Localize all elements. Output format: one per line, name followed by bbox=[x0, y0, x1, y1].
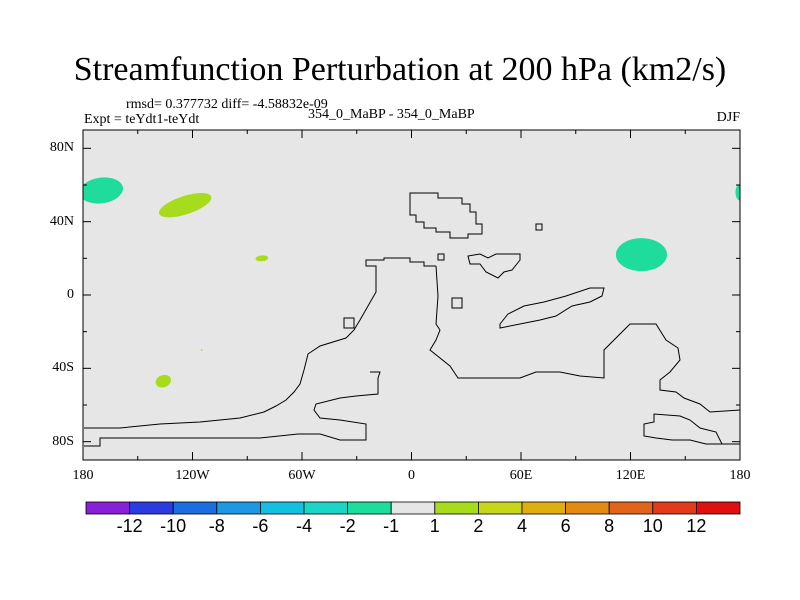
colorbar-label: 10 bbox=[642, 516, 663, 536]
x-tick-label: 180 bbox=[72, 468, 94, 483]
colorbar-label: -4 bbox=[295, 516, 312, 536]
stats-label: rmsd= 0.377732 diff= -4.58832e-09 bbox=[126, 97, 328, 112]
colorbar-label: 2 bbox=[473, 516, 484, 536]
anomaly-region-5 bbox=[155, 374, 171, 388]
colorbar-swatch bbox=[390, 501, 436, 515]
anomaly-region-2 bbox=[159, 193, 212, 218]
colorbar-label: 1 bbox=[429, 516, 440, 536]
y-tick-label: 40S bbox=[52, 360, 74, 376]
colorbar-swatch bbox=[652, 501, 697, 515]
anomaly-region-6 bbox=[615, 238, 667, 272]
colorbar-label: 6 bbox=[560, 516, 571, 536]
experiment-label: Expt = teYdt1-teYdt bbox=[84, 112, 200, 127]
colorbar-label: 4 bbox=[516, 516, 527, 536]
coastline-layer bbox=[84, 192, 741, 447]
x-tick-label: 120W bbox=[175, 468, 210, 483]
x-tick-label: 120E bbox=[615, 468, 646, 483]
y-tick-label: 80N bbox=[49, 140, 74, 156]
plot-background bbox=[83, 130, 740, 460]
colorbar-label: -12 bbox=[116, 516, 143, 536]
x-tick-label: 0 bbox=[408, 468, 415, 483]
anomaly-layer bbox=[83, 177, 740, 388]
anomaly-region-1 bbox=[83, 177, 124, 204]
colorbar-swatch bbox=[129, 501, 174, 515]
colorbar-swatch bbox=[259, 501, 305, 515]
y-tick-label: 40N bbox=[49, 213, 74, 229]
coastline-arabia bbox=[467, 253, 521, 279]
coastline-south-america bbox=[429, 265, 741, 413]
coastline-island-3 bbox=[535, 223, 543, 231]
colorbar-swatch bbox=[608, 501, 654, 515]
colorbar-label: -10 bbox=[160, 516, 187, 536]
tick-marks bbox=[82, 130, 741, 460]
colorbar-swatch bbox=[565, 501, 610, 515]
colorbar-label: 12 bbox=[686, 516, 707, 536]
colorbar-swatch bbox=[303, 501, 348, 515]
coastline-north-america bbox=[409, 192, 483, 239]
coastline-antarctica bbox=[84, 371, 381, 447]
colorbar-label: -1 bbox=[383, 516, 400, 536]
colorbar-swatch bbox=[434, 501, 479, 515]
colorbar-label: -6 bbox=[252, 516, 269, 536]
y-tick-label: 80S bbox=[52, 433, 74, 449]
x-tick-label: 60W bbox=[288, 468, 316, 483]
anomaly-region-4 bbox=[200, 349, 203, 351]
coastline-island-2 bbox=[343, 317, 355, 329]
coastline-antarctica-east bbox=[643, 413, 740, 445]
coastline-africa bbox=[84, 257, 436, 429]
colorbar-swatch bbox=[521, 501, 566, 515]
coastline-island-1 bbox=[451, 297, 463, 309]
run-label: 354_0_MaBP - 354_0_MaBP bbox=[308, 107, 475, 122]
coastline-africa-east bbox=[499, 287, 605, 329]
colorbar-swatch bbox=[347, 501, 392, 515]
colorbar-swatch bbox=[216, 501, 261, 515]
colorbar bbox=[85, 501, 741, 515]
colorbar-swatch bbox=[696, 501, 741, 515]
anomaly-region-7 bbox=[735, 184, 740, 201]
colorbar-label: -8 bbox=[208, 516, 225, 536]
colorbar-swatch bbox=[85, 501, 130, 515]
y-tick-label: 0 bbox=[67, 287, 74, 302]
colorbar-label: -2 bbox=[339, 516, 356, 536]
colorbar-label: 8 bbox=[604, 516, 615, 536]
season-label: DJF bbox=[716, 110, 740, 125]
coastline-island-4 bbox=[437, 253, 445, 261]
chart-title: Streamfunction Perturbation at 200 hPa (… bbox=[73, 51, 727, 88]
colorbar-swatch bbox=[477, 501, 523, 515]
anomaly-region-3 bbox=[255, 255, 269, 262]
x-tick-label: 180 bbox=[729, 468, 751, 483]
x-tick-label: 60E bbox=[509, 468, 533, 483]
colorbar-swatch bbox=[172, 501, 218, 515]
